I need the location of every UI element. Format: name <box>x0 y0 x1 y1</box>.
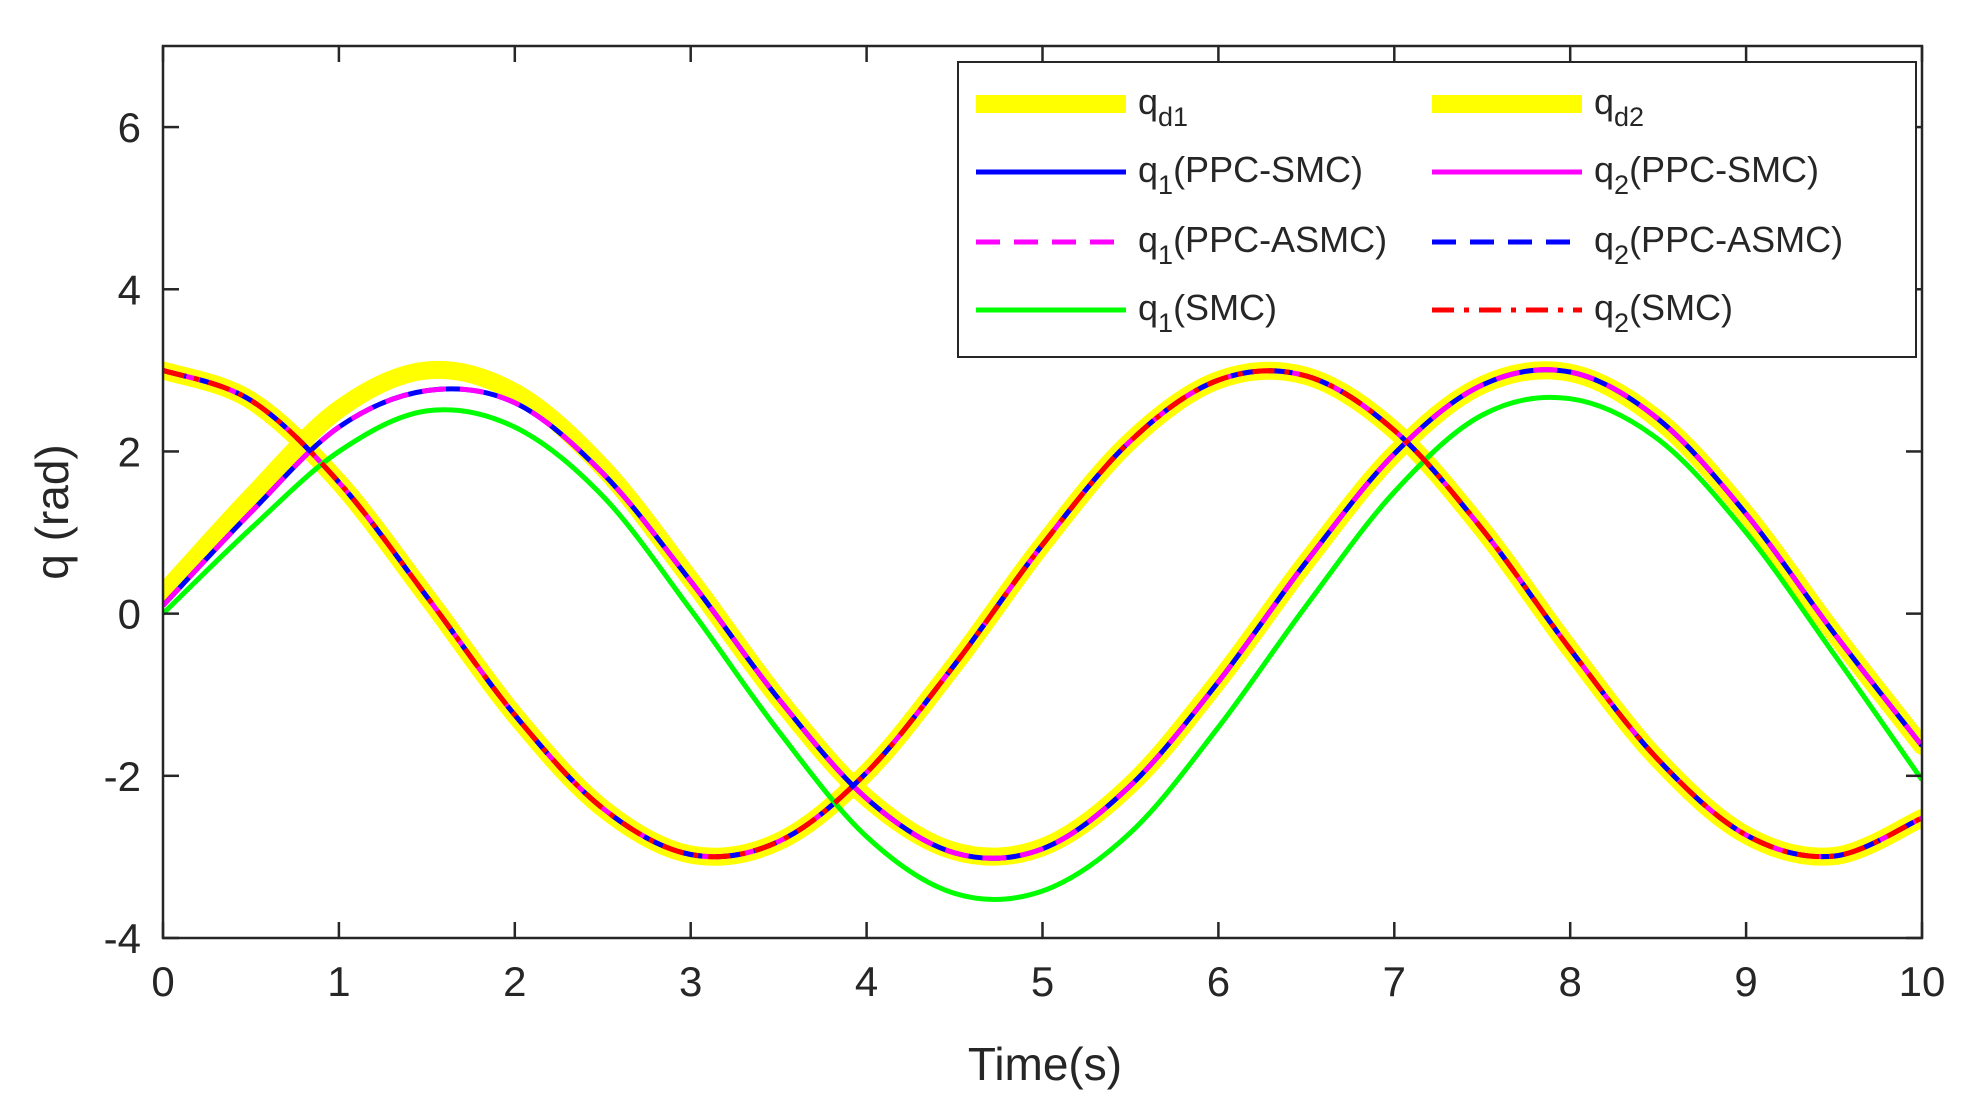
legend-label-subscript: 1 <box>1158 240 1173 270</box>
legend-label-suffix: (PPC-SMC) <box>1173 149 1363 190</box>
y-tick-label: 6 <box>118 104 141 151</box>
legend-label: qd2 <box>1594 81 1644 132</box>
x-tick-label: 6 <box>1207 958 1230 1005</box>
series-line-4 <box>163 367 1922 861</box>
legend-item-4: q1(PPC-ASMC) <box>976 219 1387 270</box>
legend-label-main: q <box>1138 81 1158 122</box>
legend-label-main: q <box>1138 219 1158 260</box>
legend-label-subscript: 1 <box>1158 308 1173 338</box>
legend-label: q1(PPC-SMC) <box>1138 149 1363 200</box>
legend-label: q2(SMC) <box>1594 287 1733 338</box>
legend-label-subscript: 2 <box>1614 240 1629 270</box>
legend-item-0: qd1 <box>976 81 1188 132</box>
legend-item-2: q1(PPC-SMC) <box>976 149 1363 200</box>
legend-item-7: q2(SMC) <box>1432 287 1733 338</box>
y-axis-label: q (rad) <box>26 444 78 579</box>
series-lines <box>163 360 1922 902</box>
legend-label: q2(PPC-SMC) <box>1594 149 1819 200</box>
axes: 0 1 2 3 4 5 6 7 8 9 10 -4 -2 0 2 4 6 <box>104 44 1946 1005</box>
series-line-7 <box>163 368 1922 860</box>
legend-label-main: q <box>1138 149 1158 190</box>
x-tick-label: 3 <box>679 958 702 1005</box>
x-tick-label: 10 <box>1899 958 1946 1005</box>
x-tick-label: 1 <box>327 958 350 1005</box>
legend-item-6: q1(SMC) <box>976 287 1277 338</box>
x-tick-label: 7 <box>1383 958 1406 1005</box>
x-tick-label: 4 <box>855 958 878 1005</box>
legend-item-5: q2(PPC-ASMC) <box>1432 219 1843 270</box>
x-tick-label: 2 <box>503 958 526 1005</box>
legend-label: q2(PPC-ASMC) <box>1594 219 1843 270</box>
y-tick-label: -4 <box>104 915 141 962</box>
legend-label-subscript: d2 <box>1614 102 1644 132</box>
legend-label-subscript: 2 <box>1614 170 1629 200</box>
series-line-6 <box>163 394 1922 902</box>
legend-label-subscript: 2 <box>1614 308 1629 338</box>
x-tick-label: 0 <box>151 958 174 1005</box>
x-tick-label: 5 <box>1031 958 1054 1005</box>
legend-label-subscript: d1 <box>1158 102 1188 132</box>
legend-label-main: q <box>1594 287 1614 328</box>
x-tick-label: 9 <box>1734 958 1757 1005</box>
legend-label: q1(PPC-ASMC) <box>1138 219 1387 270</box>
legend-label-main: q <box>1594 81 1614 122</box>
y-tick-label: -2 <box>104 753 141 800</box>
y-tick-label: 0 <box>118 591 141 638</box>
legend-label-suffix: (PPC-SMC) <box>1629 149 1819 190</box>
y-tick-label: 4 <box>118 266 141 313</box>
legend-label: qd1 <box>1138 81 1188 132</box>
legend-label-suffix: (PPC-ASMC) <box>1629 219 1843 260</box>
legend-label-suffix: (SMC) <box>1173 287 1277 328</box>
legend-item-1: qd2 <box>1432 81 1644 132</box>
x-tick-label: 8 <box>1559 958 1582 1005</box>
legend-label: q1(SMC) <box>1138 287 1277 338</box>
legend-item-3: q2(PPC-SMC) <box>1432 149 1819 200</box>
x-axis-label: Time(s) <box>968 1038 1122 1090</box>
legend-label-subscript: 1 <box>1158 170 1173 200</box>
y-tick-label: 2 <box>118 428 141 475</box>
legend-label-main: q <box>1594 149 1614 190</box>
legend-label-suffix: (SMC) <box>1629 287 1733 328</box>
legend-label-suffix: (PPC-ASMC) <box>1173 219 1387 260</box>
legend-label-main: q <box>1138 287 1158 328</box>
plot-area <box>163 360 1922 902</box>
legend-label-main: q <box>1594 219 1614 260</box>
